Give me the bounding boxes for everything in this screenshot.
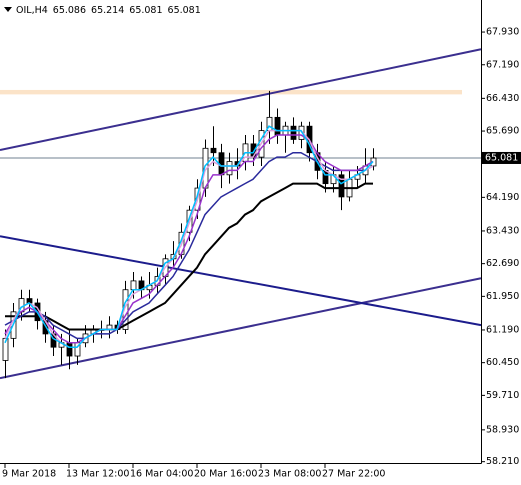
header-value: 65.214 xyxy=(91,5,124,16)
y-tick-label: 67.190 xyxy=(486,59,519,70)
moving-average xyxy=(4,151,374,340)
y-tick-label: 61.190 xyxy=(486,324,519,335)
plot-area xyxy=(0,48,482,380)
x-tick-label: 20 Mar 16:00 xyxy=(194,469,257,480)
y-tick-label: 66.430 xyxy=(486,93,519,104)
last-price-label: 65.081 xyxy=(485,152,518,163)
y-tick-label: 67.930 xyxy=(486,27,519,38)
candle-body xyxy=(338,174,345,198)
candle-body xyxy=(26,298,33,304)
y-tick-label: 58.210 xyxy=(486,456,519,467)
symbol: OIL,H4 xyxy=(16,5,48,16)
x-tick-label: 16 Mar 04:00 xyxy=(130,469,193,480)
y-tick-label: 63.430 xyxy=(486,225,519,236)
header-value: 65.086 xyxy=(53,5,86,16)
trend-line xyxy=(0,277,482,380)
candle-body xyxy=(290,125,297,140)
candle-body xyxy=(66,342,73,357)
y-tick-label: 59.710 xyxy=(486,390,519,401)
last-price-box xyxy=(482,151,521,164)
y-tick-label: 65.690 xyxy=(486,126,519,137)
moving-average xyxy=(4,125,374,348)
candle-body xyxy=(130,280,137,291)
trend-line xyxy=(0,235,482,327)
header-value: 65.081 xyxy=(129,5,162,16)
header-value: 65.081 xyxy=(168,5,201,16)
header: OIL,H4 65.086 65.214 65.081 65.081 xyxy=(16,5,201,16)
zone xyxy=(0,89,462,95)
y-tick-label: 62.690 xyxy=(486,258,519,269)
candle-body xyxy=(226,161,233,176)
trend-line xyxy=(0,48,482,152)
y-tick-label: 58.930 xyxy=(486,424,519,435)
x-tick-label: 23 Mar 08:00 xyxy=(258,469,321,480)
menu-icon[interactable] xyxy=(4,7,12,12)
x-tick-label: 27 Mar 22:00 xyxy=(322,469,385,480)
candle-body xyxy=(274,116,281,136)
candle-body xyxy=(210,147,217,154)
y-tick-label: 61.950 xyxy=(486,291,519,302)
x-tick-label: 13 Mar 12:00 xyxy=(66,469,129,480)
y-tick-label: 64.190 xyxy=(486,192,519,203)
y-tick-label: 60.450 xyxy=(486,357,519,368)
moving-average xyxy=(5,182,373,331)
x-tick-label: 9 Mar 2018 xyxy=(2,469,56,480)
